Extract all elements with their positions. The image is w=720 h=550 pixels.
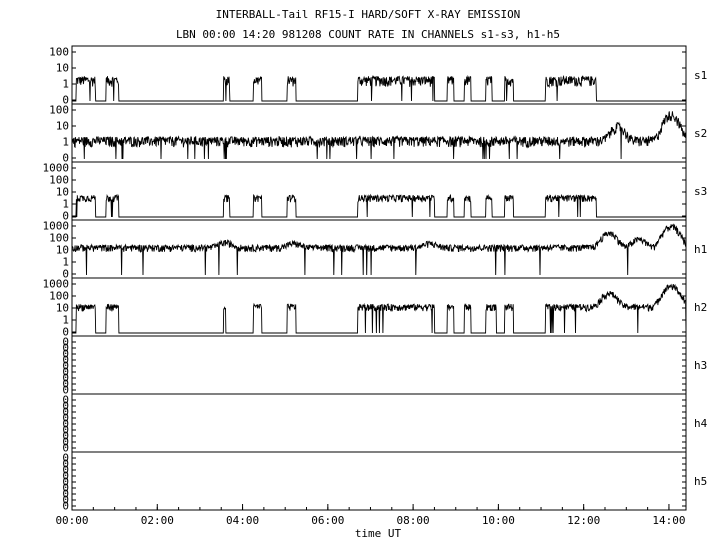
y-tick-label-h2: 100 (49, 290, 69, 303)
panel-frame-s3 (71, 161, 687, 221)
y-tick-label-s1: 100 (49, 46, 69, 59)
y-tick-label-h5: 0 (62, 464, 69, 477)
channel-label-h4: h4 (694, 417, 708, 430)
y-tick-label-h1: 0 (62, 268, 69, 281)
y-tick-label-s2: 0 (62, 152, 69, 165)
y-tick-label-h3: 0 (62, 354, 69, 367)
y-tick-label-s2: 100 (49, 104, 69, 117)
y-tick-label-s3: 100 (49, 174, 69, 187)
y-tick-label-h2: 0 (62, 326, 69, 339)
x-tick-label: 06:00 (311, 514, 344, 527)
y-tick-label-s3: 1000 (43, 162, 70, 175)
y-tick-label-h3: 0 (62, 378, 69, 391)
x-tick-label: 14:00 (652, 514, 685, 527)
y-tick-label-h2: 10 (56, 302, 69, 315)
y-tick-label-s3: 10 (56, 186, 69, 199)
x-tick-label: 12:00 (567, 514, 600, 527)
y-tick-label-h4: 0 (62, 442, 69, 455)
y-tick-label-h5: 0 (62, 470, 69, 483)
y-tick-label-h5: 0 (62, 494, 69, 507)
x-tick-label: 08:00 (397, 514, 430, 527)
y-tick-label-s3: 1 (62, 198, 69, 211)
channel-label-h1: h1 (694, 243, 707, 256)
series-line-h1 (71, 223, 687, 276)
y-tick-label-h3: 0 (62, 336, 69, 349)
x-axis: 00:00 02:00 04:00 06:00 08:00 10:00 12:00 14:00 (55, 504, 686, 527)
x-tick-label: 10:00 (482, 514, 515, 527)
channel-label-h2: h2 (694, 301, 707, 314)
panel-frame-s2 (71, 103, 687, 163)
y-tick-label-h4: 0 (62, 394, 69, 407)
y-tick-label-h4: 0 (62, 418, 69, 431)
y-tick-label-h4: 0 (62, 424, 69, 437)
y-tick-label-h3: 0 (62, 372, 69, 385)
series-line-s2 (71, 111, 687, 160)
panel-frame-h4 (71, 393, 687, 453)
y-tick-label-h1: 1 (62, 256, 69, 269)
channel-label-s3: s3 (694, 185, 707, 198)
panel-frame-s1 (71, 45, 687, 105)
y-tick-label-h5: 0 (62, 458, 69, 471)
y-tick-label-s1: 10 (56, 62, 69, 75)
channel-label-s1: s1 (694, 69, 707, 82)
channel-label-h5: h5 (694, 475, 707, 488)
y-tick-label-h3: 0 (62, 360, 69, 373)
x-tick-label: 04:00 (226, 514, 259, 527)
y-tick-label-s2: 1 (62, 136, 69, 149)
y-tick-label-s1: 1 (62, 78, 69, 91)
y-tick-label-s3: 0 (62, 210, 69, 223)
y-tick-label-h4: 0 (62, 430, 69, 443)
panel-frame-h3 (71, 335, 687, 395)
chart-title: INTERBALL-Tail RF15-I HARD/SOFT X-RAY EM… (216, 8, 521, 21)
y-tick-label-h3: 0 (62, 348, 69, 361)
y-tick-label-h5: 0 (62, 452, 69, 465)
y-tick-label-h5: 0 (62, 476, 69, 489)
y-tick-label-h5: 0 (62, 488, 69, 501)
y-tick-label-h1: 1000 (43, 220, 70, 233)
x-axis-label: time UT (355, 527, 402, 540)
chart-subtitle: LBN 00:00 14:20 981208 COUNT RATE IN CHA… (176, 28, 560, 41)
y-tick-label-h3: 0 (62, 384, 69, 397)
y-tick-label-s2: 10 (56, 120, 69, 133)
panels-group: 1001010s11001010s210001001010s3100010010… (43, 45, 708, 513)
x-tick-label: 00:00 (55, 514, 88, 527)
y-tick-label-h4: 0 (62, 406, 69, 419)
y-tick-label-h2: 1 (62, 314, 69, 327)
y-tick-label-h1: 10 (56, 244, 69, 257)
series-line-s1 (72, 74, 686, 102)
x-tick-label: 02:00 (141, 514, 174, 527)
y-tick-label-h5: 0 (62, 500, 69, 513)
y-tick-label-h3: 0 (62, 366, 69, 379)
channel-label-s2: s2 (694, 127, 707, 140)
y-tick-label-h4: 0 (62, 436, 69, 449)
y-tick-label-h4: 0 (62, 400, 69, 413)
channel-label-h3: h3 (694, 359, 707, 372)
y-tick-label-h3: 0 (62, 342, 69, 355)
y-tick-label-h5: 0 (62, 482, 69, 495)
series-line-s3 (72, 193, 686, 218)
y-tick-label-h1: 100 (49, 232, 69, 245)
y-tick-label-h2: 1000 (43, 278, 70, 291)
y-tick-label-h4: 0 (62, 412, 69, 425)
panel-frame-h5 (71, 451, 687, 511)
y-tick-label-s1: 0 (62, 94, 69, 107)
series-line-h2 (72, 283, 687, 334)
